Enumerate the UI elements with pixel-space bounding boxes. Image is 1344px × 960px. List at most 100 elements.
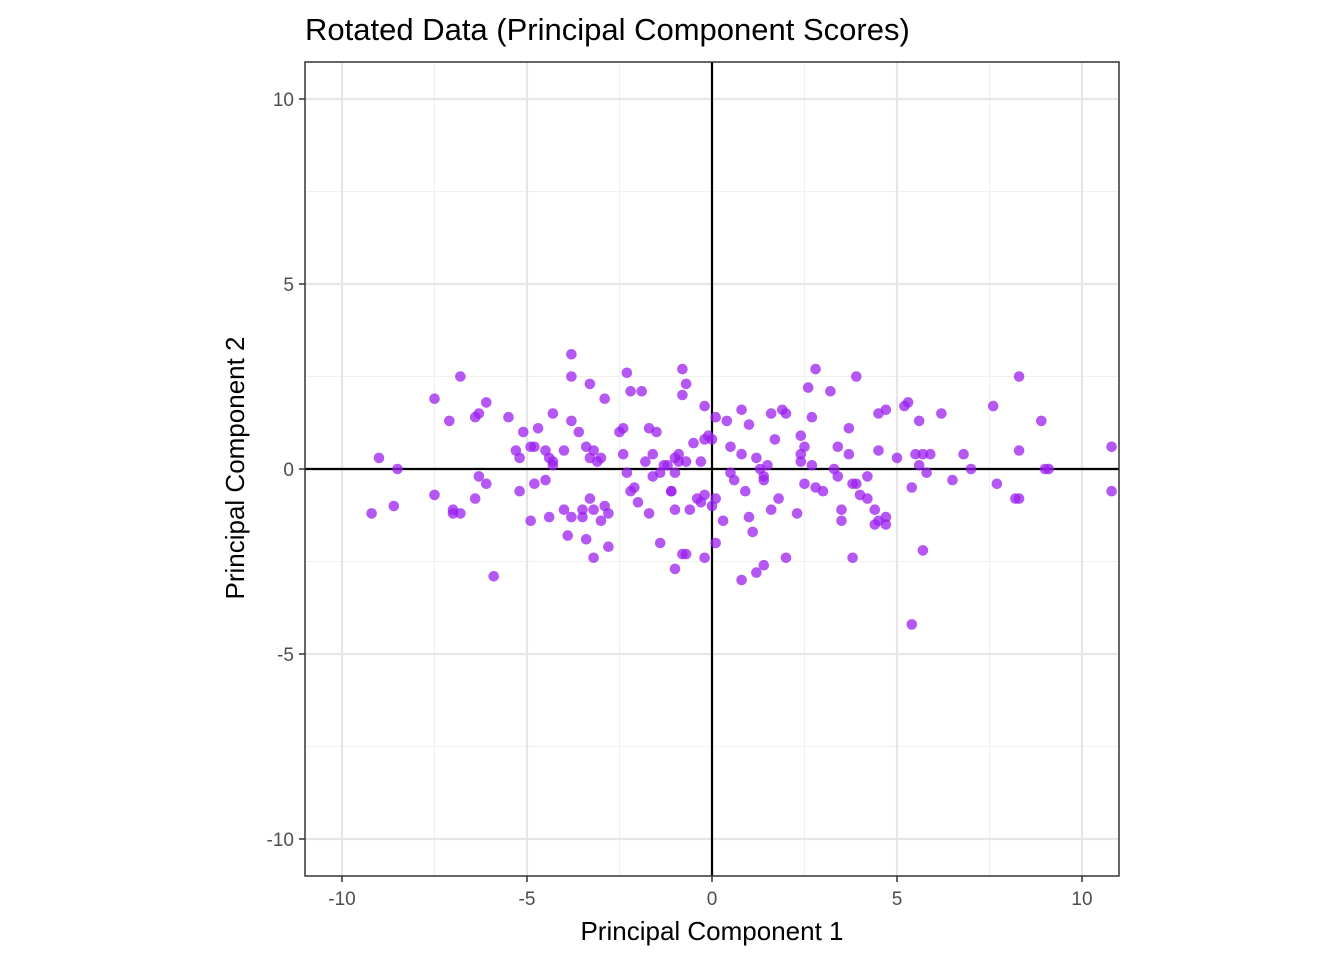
- data-point: [599, 393, 610, 405]
- data-point: [862, 493, 873, 504]
- data-point: [547, 456, 559, 467]
- data-point: [429, 393, 440, 405]
- data-point: [566, 415, 577, 427]
- data-point: [632, 497, 644, 508]
- data-point: [699, 489, 710, 501]
- data-point: [758, 474, 770, 486]
- data-point: [843, 423, 855, 434]
- data-point: [1013, 493, 1025, 504]
- data-point: [917, 545, 929, 556]
- data-point: [740, 485, 751, 497]
- data-point: [547, 408, 559, 419]
- data-point: [710, 537, 721, 549]
- data-point: [706, 434, 718, 445]
- data-point: [751, 567, 762, 578]
- data-point: [662, 460, 673, 471]
- data-point: [666, 485, 677, 497]
- data-point: [910, 448, 921, 460]
- data-point: [669, 563, 681, 575]
- data-point: [621, 467, 633, 479]
- data-point: [455, 371, 466, 382]
- data-point: [566, 511, 577, 523]
- data-point: [765, 408, 777, 419]
- y-tick-label: 10: [273, 90, 294, 111]
- data-point: [503, 411, 514, 423]
- data-point: [710, 493, 721, 504]
- data-point: [629, 482, 640, 493]
- data-point: [843, 448, 855, 460]
- data-point: [806, 460, 818, 471]
- data-point: [529, 478, 540, 490]
- y-axis-ticks: -10 -5 0 5 10: [267, 90, 305, 851]
- data-point: [603, 541, 614, 552]
- data-point: [965, 463, 977, 475]
- data-point: [603, 508, 614, 519]
- data-point: [558, 445, 570, 456]
- data-point: [617, 423, 629, 434]
- data-point: [366, 508, 377, 519]
- data-point: [947, 474, 958, 486]
- data-point: [825, 386, 836, 397]
- data-point: [625, 386, 636, 397]
- data-point: [725, 441, 736, 453]
- data-point: [444, 415, 455, 427]
- y-tick-label: 0: [283, 460, 294, 481]
- data-point: [936, 408, 947, 419]
- data-point: [906, 619, 918, 630]
- data-point: [736, 448, 747, 460]
- data-point: [699, 552, 710, 564]
- data-point: [810, 363, 821, 375]
- data-points: [366, 349, 1117, 630]
- data-point: [562, 530, 573, 541]
- data-point: [851, 478, 862, 490]
- data-point: [514, 452, 525, 464]
- data-point: [862, 471, 873, 482]
- data-point: [654, 537, 666, 549]
- data-point: [673, 448, 684, 460]
- data-point: [880, 519, 892, 530]
- x-tick-label: 5: [892, 889, 903, 910]
- data-point: [455, 508, 466, 519]
- data-point: [917, 448, 929, 460]
- data-point: [717, 515, 729, 527]
- data-point: [680, 378, 692, 390]
- chart-title: Rotated Data (Principal Component Scores…: [305, 12, 910, 47]
- data-point: [669, 467, 681, 479]
- data-point: [429, 489, 440, 501]
- data-point: [588, 552, 599, 564]
- x-tick-label: 10: [1071, 889, 1092, 910]
- data-point: [891, 452, 903, 464]
- data-point: [1106, 485, 1117, 497]
- data-point: [806, 411, 818, 423]
- data-point: [573, 426, 585, 438]
- data-point: [584, 378, 596, 390]
- data-point: [577, 504, 588, 515]
- data-point: [640, 456, 651, 467]
- data-point: [832, 471, 844, 482]
- data-point: [529, 441, 540, 453]
- data-point: [847, 552, 858, 564]
- data-point: [1106, 441, 1117, 453]
- data-point: [643, 508, 655, 519]
- data-point: [769, 434, 781, 445]
- data-point: [532, 423, 544, 434]
- data-point: [1013, 371, 1025, 382]
- data-point: [987, 400, 999, 412]
- data-point: [566, 349, 577, 360]
- data-point: [684, 504, 696, 515]
- data-point: [736, 404, 747, 416]
- reference-lines: [305, 62, 1119, 876]
- data-point: [580, 534, 592, 545]
- data-point: [799, 441, 810, 453]
- x-axis-title: Principal Component 1: [580, 916, 843, 946]
- data-point: [913, 415, 925, 427]
- x-tick-label: -5: [519, 889, 536, 910]
- data-point: [728, 474, 740, 486]
- data-point: [588, 445, 599, 456]
- data-point: [832, 441, 844, 453]
- data-point: [921, 467, 932, 479]
- data-point: [1013, 445, 1025, 456]
- data-point: [584, 493, 596, 504]
- data-point: [721, 415, 733, 427]
